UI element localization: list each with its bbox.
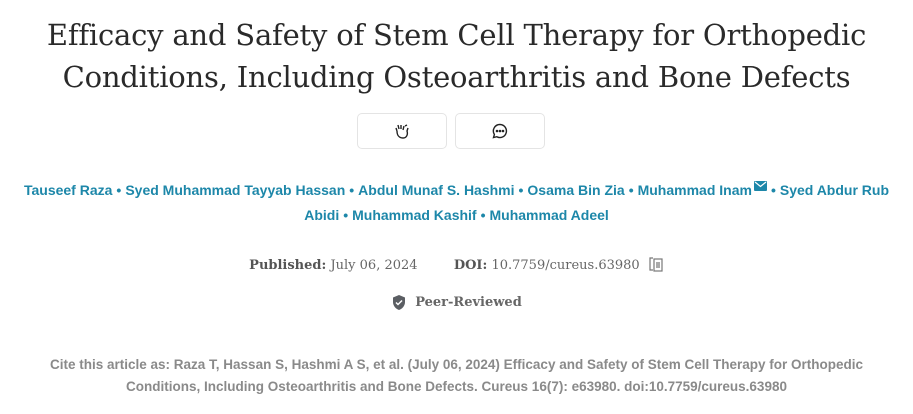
author-link[interactable]: Muhammad Adeel — [489, 207, 609, 223]
doi-value[interactable]: 10.7759/cureus.63980 — [491, 258, 640, 273]
peer-reviewed-label: Peer-Reviewed — [415, 295, 522, 310]
title-line: Conditions, Including Osteoarthritis and… — [62, 60, 851, 94]
author-link[interactable]: Abdul Munaf S. Hashmi — [358, 182, 515, 198]
peer-reviewed-badge: Peer-Reviewed — [0, 294, 913, 311]
citation-line: Conditions, Including Osteoarthritis and… — [126, 379, 787, 394]
citation-line: Cite this article as: Raza T, Hassan S, … — [49, 357, 864, 372]
copy-icon[interactable] — [648, 256, 664, 272]
author-link[interactable]: Muhammad Inam — [637, 182, 752, 198]
applaud-button[interactable] — [357, 113, 447, 149]
separator: • — [518, 182, 524, 198]
publication-meta: Published: July 06, 2024 DOI: 10.7759/cu… — [0, 256, 913, 273]
author-link[interactable]: Osama Bin Zia — [527, 182, 625, 198]
title-line: Efficacy and Safety of Stem Cell Therapy… — [46, 18, 867, 52]
citation: Cite this article as: Raza T, Hassan S, … — [10, 354, 903, 398]
separator: • — [349, 182, 355, 198]
separator: • — [770, 182, 776, 198]
separator: • — [628, 182, 634, 198]
published-date: July 06, 2024 — [330, 258, 418, 273]
separator: • — [343, 207, 349, 223]
author-list: Tauseef Raza • Syed Muhammad Tayyab Hassan… — [8, 178, 905, 228]
author-link[interactable]: Syed Abdur Rub Abidi — [304, 182, 890, 223]
separator: • — [116, 182, 122, 198]
chat-bubble-icon — [492, 123, 508, 139]
envelope-icon[interactable] — [753, 181, 767, 191]
article-title: Efficacy and Safety of Stem Cell Therapy… — [0, 14, 913, 98]
clapping-hands-icon — [395, 124, 409, 139]
author-link[interactable]: Syed Muhammad Tayyab Hassan — [125, 182, 346, 198]
author-link[interactable]: Muhammad Kashif — [352, 207, 477, 223]
author-link[interactable]: Tauseef Raza — [23, 182, 113, 198]
published-label: Published: — [249, 258, 327, 273]
shield-check-icon — [393, 295, 406, 310]
doi-label: DOI: — [453, 258, 488, 273]
separator: • — [480, 207, 486, 223]
comment-button[interactable] — [455, 113, 545, 149]
